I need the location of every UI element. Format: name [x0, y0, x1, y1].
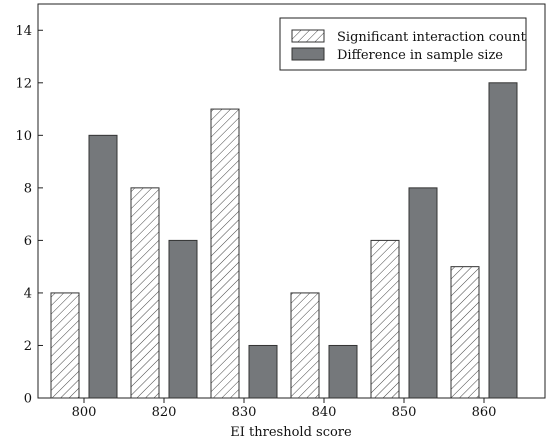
legend-label-difference: Difference in sample size [337, 48, 503, 63]
bar-significant-interaction [370, 239, 400, 399]
x-tick-label: 820 [152, 405, 177, 420]
y-tick-label: 12 [15, 76, 32, 91]
bar-sample-size-difference [408, 187, 438, 399]
bar-sample-size-difference [488, 82, 518, 399]
bar-significant-interaction [450, 266, 480, 399]
bar-sample-size-difference [88, 134, 118, 399]
y-tick-label: 10 [15, 129, 32, 144]
bar-significant-interaction [130, 187, 160, 399]
bar-sample-size-difference [168, 239, 198, 399]
legend-swatch-significant [291, 29, 325, 43]
legend-swatch-difference [291, 47, 325, 61]
x-tick-label: 850 [392, 405, 417, 420]
bars [50, 82, 518, 399]
y-tick-label: 0 [24, 392, 32, 407]
bar-significant-interaction [290, 292, 320, 399]
bar-significant-interaction [50, 292, 80, 399]
x-axis: 800 820 830 840 850 860 [72, 398, 497, 420]
y-tick-label: 14 [15, 24, 32, 39]
x-tick-label: 840 [312, 405, 337, 420]
legend-label-significant: Significant interaction count [337, 30, 527, 45]
x-tick-label: 800 [72, 405, 97, 420]
bar-significant-interaction [210, 108, 240, 399]
y-tick-label: 4 [24, 286, 32, 301]
bar-sample-size-difference [248, 344, 278, 399]
x-tick-label: 830 [232, 405, 257, 420]
y-tick-label: 2 [24, 339, 32, 354]
legend: Significant interaction count Difference… [279, 17, 527, 71]
y-axis: 0 2 4 6 8 10 12 14 [15, 24, 43, 407]
bar-sample-size-difference [328, 344, 358, 399]
x-tick-label: 860 [472, 405, 497, 420]
y-tick-label: 6 [24, 234, 32, 249]
y-tick-label: 8 [24, 181, 32, 196]
x-axis-title: EI threshold score [230, 425, 352, 440]
legend-box [279, 17, 527, 71]
